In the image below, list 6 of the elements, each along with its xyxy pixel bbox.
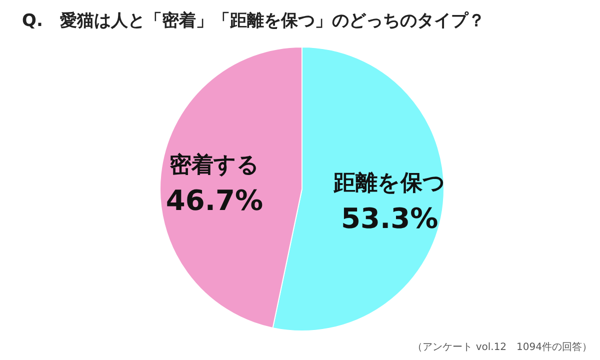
slice-label: 密着する (169, 152, 260, 178)
data-label: 53.3% (340, 202, 438, 236)
slice-label: 距離を保つ (332, 171, 446, 196)
chart-title: Q. 愛猫は人と「密着」「距離を保つ」のどっちのタイプ？ (22, 11, 485, 31)
data-label: 46.7% (166, 184, 264, 217)
text: （アンケート vol.12 1094件の回答） (412, 341, 592, 353)
